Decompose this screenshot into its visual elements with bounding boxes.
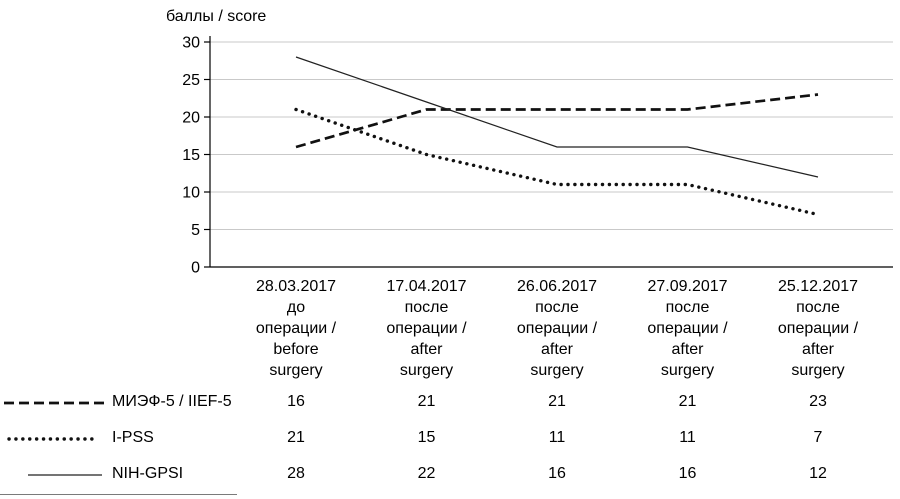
table-row: МИЭФ-5 / IIEF-5 16 21 21 21 23: [0, 392, 900, 414]
value-cell: 23: [809, 393, 827, 410]
legend-solid-line-icon: [28, 474, 102, 476]
table-row: I-PSS 21 15 11 11 7: [0, 428, 900, 450]
legend-label: I-PSS: [112, 429, 154, 446]
y-axis-title: баллы / score: [166, 8, 267, 25]
legend-label: МИЭФ-5 / IIEF-5: [112, 393, 232, 410]
category-sublabel: после операции / after surgery: [777, 299, 859, 380]
value-cell: 21: [287, 429, 305, 446]
y-tick-label: 20: [182, 110, 200, 127]
series-line-iief5: [295, 93, 819, 149]
y-tick-label: 5: [191, 222, 200, 239]
category-date: 27.09.2017: [647, 278, 728, 295]
value-cell: 16: [287, 393, 305, 410]
value-cell: 12: [809, 465, 827, 482]
y-tick-label: 25: [182, 72, 200, 89]
value-cell: 7: [813, 429, 823, 446]
category-date: 17.04.2017: [386, 278, 467, 295]
y-tick-label: 15: [182, 147, 200, 164]
legend-dashed-line-icon: [4, 401, 104, 405]
category-date: 28.03.2017: [255, 278, 337, 295]
category-sublabel: до операции / before surgery: [255, 299, 337, 380]
table-row: NIH-GPSI 28 22 16 16 12: [0, 464, 900, 486]
value-cell: 16: [678, 465, 697, 482]
series-line-ipss: [294, 107, 820, 217]
x-axis-category-label: 25.12.2017 после операции / after surgery: [751, 276, 885, 382]
category-sublabel: после операции / after surgery: [647, 299, 728, 380]
value-cell: 16: [548, 465, 566, 482]
x-axis-category-label: 26.06.2017 после операции / after surgery: [490, 276, 624, 382]
value-cell: 15: [417, 429, 436, 446]
gridlines: [210, 41, 893, 230]
value-cell: 21: [548, 393, 566, 410]
y-tick-label: 30: [182, 35, 200, 52]
value-cell: 22: [417, 465, 436, 482]
plot-area: 0 5 10 15 20 25 30: [182, 35, 893, 277]
y-tick-label: 10: [182, 185, 200, 202]
value-cell: 11: [679, 429, 696, 446]
category-date: 25.12.2017: [777, 278, 859, 295]
series-line-nih-gpsi: [295, 56, 819, 178]
divider: [0, 494, 237, 495]
x-axis-category-label: 17.04.2017 после операции / after surgery: [360, 276, 494, 382]
value-cell: 11: [548, 429, 566, 446]
y-tick-label: 0: [191, 260, 200, 277]
x-axis-category-label: 28.03.2017 до операции / before surgery: [229, 276, 363, 382]
value-cell: 21: [417, 393, 436, 410]
legend-dotted-line-icon: [7, 437, 99, 441]
x-axis-category-label: 27.09.2017 после операции / after surgery: [621, 276, 755, 382]
category-date: 26.06.2017: [516, 278, 598, 295]
value-cell: 28: [287, 465, 305, 482]
category-sublabel: после операции / after surgery: [516, 299, 598, 380]
category-sublabel: после операции / after surgery: [386, 299, 467, 380]
value-cell: 21: [678, 393, 697, 410]
legend-label: NIH-GPSI: [112, 465, 184, 482]
